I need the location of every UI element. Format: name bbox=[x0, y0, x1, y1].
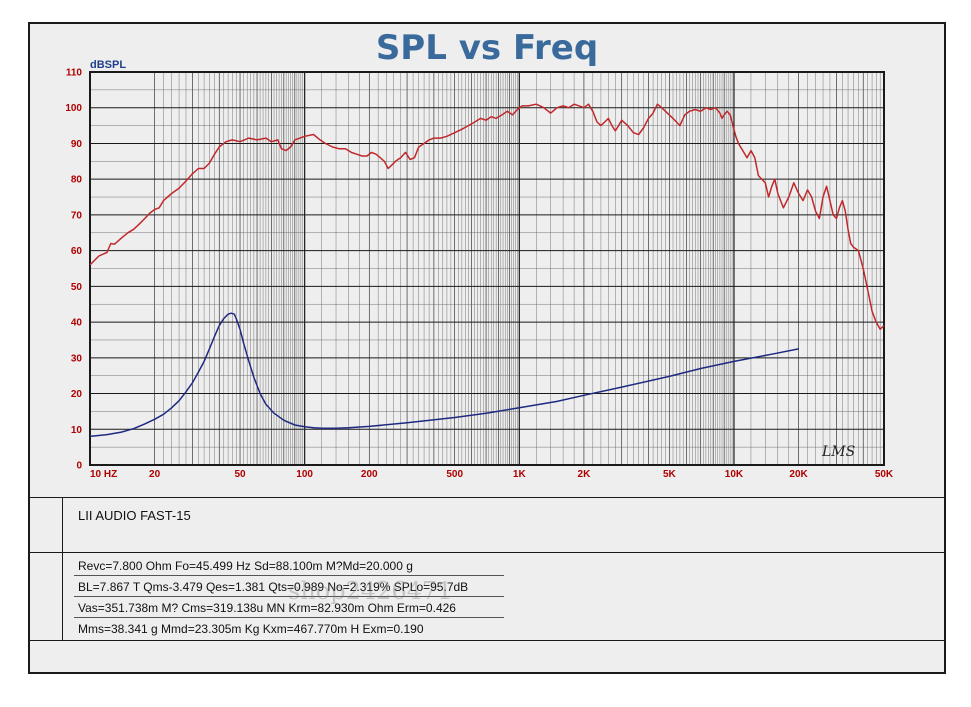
x-tick-label: 2K bbox=[578, 469, 592, 480]
y-tick-label: 30 bbox=[71, 353, 83, 364]
y-tick-label: 100 bbox=[65, 103, 82, 114]
watermark-text: shop2426471 bbox=[288, 577, 453, 605]
model-name: LII AUDIO FAST-15 bbox=[78, 508, 191, 523]
spl-curve bbox=[89, 103, 885, 330]
y-tick-label: 70 bbox=[71, 210, 83, 221]
parameters-row-margin bbox=[30, 553, 63, 640]
y-tick-label: 0 bbox=[76, 461, 82, 472]
x-tick-label: 1K bbox=[513, 469, 527, 480]
param-line-2: BL=7.867 T Qms-3.479 Qes=1.381 Qts=0.989… bbox=[78, 580, 469, 594]
y-tick-labels: 0 10 20 30 40 50 60 70 80 90 100 110 bbox=[65, 68, 82, 472]
y-tick-label: 60 bbox=[71, 246, 83, 257]
x-tick-label: 20K bbox=[789, 469, 808, 480]
impedance-curve bbox=[89, 312, 799, 438]
lms-signature: LMS bbox=[821, 444, 855, 460]
model-row-margin bbox=[30, 498, 63, 552]
param-underline-2 bbox=[74, 596, 504, 597]
x-tick-label: 50 bbox=[234, 469, 246, 480]
spl-vs-freq-chart: SPL vs Freq dBSPL 0 10 20 30 40 50 60 70 80 90 100… bbox=[65, 28, 894, 480]
y-tick-label: 10 bbox=[71, 425, 83, 436]
chart-frame bbox=[28, 22, 946, 674]
x-tick-labels: 10 HZ 20 50 100 200 500 1K 2K 5K 10K 20K 50K bbox=[90, 469, 894, 480]
y-tick-label: 50 bbox=[71, 282, 83, 293]
param-line-3: Vas=351.738m M? Cms=319.138u MN Krm=82.9… bbox=[78, 601, 456, 615]
param-underline-3 bbox=[74, 617, 504, 618]
x-tick-label: 200 bbox=[361, 469, 378, 480]
param-line-4: Mms=38.341 g Mmd=23.305m Kg Kxm=467.770m… bbox=[78, 622, 424, 636]
x-tick-label: 10 HZ bbox=[90, 469, 117, 480]
parameters-row: Revc=7.800 Ohm Fo=45.499 Hz Sd=88.100m M… bbox=[30, 552, 946, 640]
x-tick-label: 100 bbox=[296, 469, 313, 480]
y-tick-label: 90 bbox=[71, 139, 83, 150]
x-tick-label: 20 bbox=[149, 469, 161, 480]
param-underline-1 bbox=[74, 575, 504, 576]
minor-gridlines bbox=[90, 72, 884, 465]
series-layer bbox=[89, 103, 885, 438]
plot-area bbox=[89, 71, 885, 466]
y-tick-label: 110 bbox=[66, 68, 83, 79]
chart-title: SPL vs Freq bbox=[376, 28, 598, 68]
x-tick-label: 5K bbox=[663, 469, 677, 480]
y-tick-label: 80 bbox=[71, 175, 83, 186]
y-tick-label: 40 bbox=[71, 318, 83, 329]
x-tick-label: 10K bbox=[725, 469, 744, 480]
x-tick-label: 500 bbox=[446, 469, 463, 480]
footer-row bbox=[30, 640, 946, 674]
x-tick-label: 50K bbox=[875, 469, 894, 480]
y-tick-label: 20 bbox=[71, 389, 83, 400]
y-axis-label: dBSPL bbox=[90, 59, 126, 71]
model-row: LII AUDIO FAST-15 bbox=[30, 497, 946, 552]
param-line-1: Revc=7.800 Ohm Fo=45.499 Hz Sd=88.100m M… bbox=[78, 559, 413, 573]
